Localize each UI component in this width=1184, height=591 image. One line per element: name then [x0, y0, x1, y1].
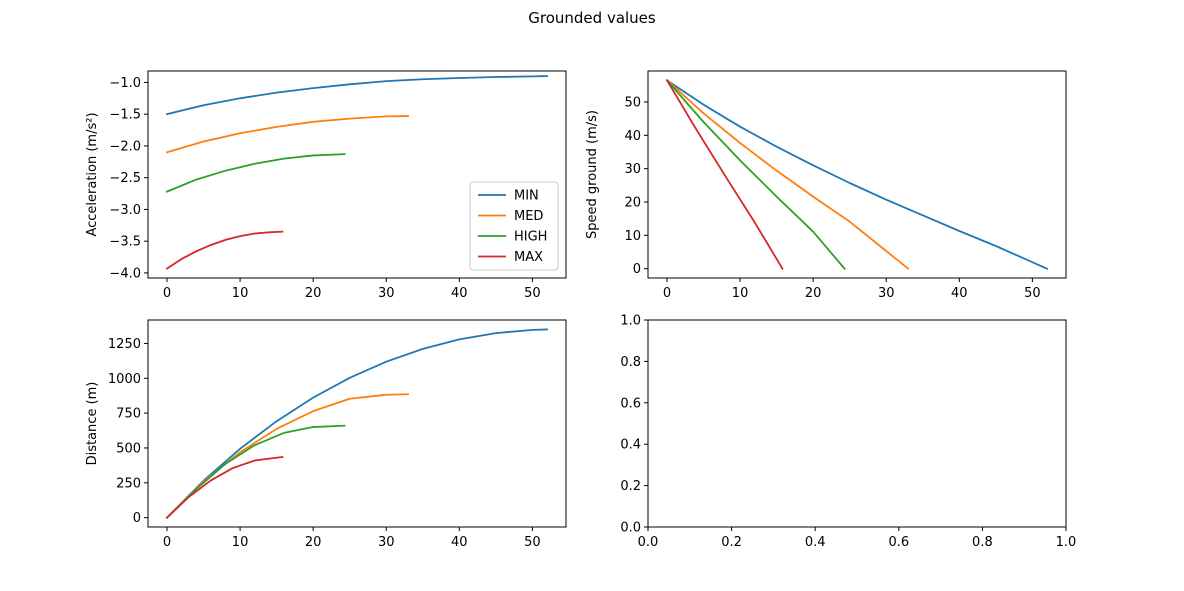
x-tick-label: 20: [805, 286, 822, 301]
series-line-high: [165, 153, 346, 193]
x-tick-label: 40: [451, 286, 468, 301]
legend-label-med: MED: [514, 209, 543, 224]
series-group: [665, 79, 1049, 270]
series-line-max: [665, 79, 784, 270]
y-axis-label: Distance (m): [85, 382, 100, 466]
axes-frame: [147, 70, 567, 279]
y-tick-label: 1000: [108, 372, 141, 387]
legend: MIN MED HIGH MAX: [469, 181, 559, 271]
series-group: [165, 328, 548, 519]
x-tick-label: 0: [663, 286, 671, 301]
y-tick-label: 50: [624, 96, 641, 111]
axes-frame: [647, 70, 1067, 279]
series-line-min: [165, 328, 548, 519]
x-tick-label: 0.4: [805, 535, 826, 550]
y-tick-label: 30: [624, 162, 641, 177]
x-tick-label: 10: [732, 286, 749, 301]
y-tick-label: 1250: [108, 337, 141, 352]
x-tick-label: 10: [232, 535, 249, 550]
series-line-min: [665, 79, 1049, 270]
y-tick-label: 750: [116, 407, 141, 422]
subplot-acceleration: 0 10 20 30 40 50 −4.0 −3.5 −3.0 −2.5 −2.0 −1.5 −1.0 A…: [85, 70, 567, 301]
legend-label-min: MIN: [514, 189, 539, 204]
x-tick-label: 50: [524, 535, 541, 550]
y-tick-label: 500: [116, 441, 141, 456]
series-line-min: [165, 75, 548, 116]
y-tick-label: −1.0: [109, 76, 141, 91]
legend-label-high: HIGH: [514, 230, 547, 245]
y-tick-label: 0: [633, 262, 641, 277]
y-tick-label: −2.5: [109, 171, 141, 186]
axes-frame: [647, 319, 1067, 528]
figure-title: Grounded values: [528, 9, 656, 27]
x-tick-label: 10: [232, 286, 249, 301]
series-group: [165, 75, 548, 270]
y-tick-label: 40: [624, 129, 641, 144]
y-tick-label: 20: [624, 196, 641, 211]
y-tick-label: 0.6: [620, 396, 641, 411]
x-tick-label: 0.0: [638, 535, 659, 550]
y-axis-label: Acceleration (m/s²): [85, 112, 100, 236]
y-tick-label: 250: [116, 476, 141, 491]
x-tick-label: 0.8: [972, 535, 993, 550]
y-tick-label: 0.2: [620, 479, 641, 494]
y-tick-label: −1.5: [109, 108, 141, 123]
y-tick-label: 0: [133, 511, 141, 526]
y-tick-label: 0.8: [620, 355, 641, 370]
x-tick-label: 30: [378, 535, 395, 550]
x-tick-label: 0.2: [721, 535, 742, 550]
x-tick-label: 30: [878, 286, 895, 301]
x-tick-label: 40: [451, 535, 468, 550]
y-axis-label: Speed ground (m/s): [585, 110, 600, 239]
x-tick-label: 40: [951, 286, 968, 301]
subplot-speed: 0 10 20 30 40 50 0 10 20 30 40 50 Speed ground (m/s): [585, 70, 1067, 301]
series-line-high: [165, 424, 346, 519]
y-tick-label: −3.0: [109, 203, 141, 218]
y-tick-label: 0.4: [620, 438, 641, 453]
series-line-med: [165, 115, 410, 154]
x-tick-label: 0.6: [888, 535, 909, 550]
x-tick-label: 20: [305, 535, 322, 550]
series-line-med: [665, 79, 910, 270]
series-line-max: [165, 456, 284, 519]
legend-box: [469, 181, 559, 271]
y-tick-label: 10: [624, 229, 641, 244]
x-tick-label: 50: [524, 286, 541, 301]
y-tick-label: −4.0: [109, 266, 141, 281]
y-tick-label: −2.0: [109, 139, 141, 154]
y-tick-label: −3.5: [109, 235, 141, 250]
x-tick-label: 20: [305, 286, 322, 301]
series-line-high: [665, 79, 846, 270]
x-tick-label: 30: [378, 286, 395, 301]
y-tick-label: 1.0: [620, 314, 641, 329]
y-tick-label: 0.0: [620, 521, 641, 536]
subplot-empty: 0.0 0.2 0.4 0.6 0.8 1.0 0.0 0.2 0.4 0.6 0.8 1.0: [620, 314, 1076, 551]
x-tick-label: 0: [163, 286, 171, 301]
legend-label-max: MAX: [514, 250, 543, 265]
series-line-max: [165, 230, 284, 270]
x-tick-label: 50: [1024, 286, 1041, 301]
x-tick-label: 0: [163, 535, 171, 550]
axes-frame: [147, 319, 567, 528]
x-tick-label: 1.0: [1056, 535, 1077, 550]
